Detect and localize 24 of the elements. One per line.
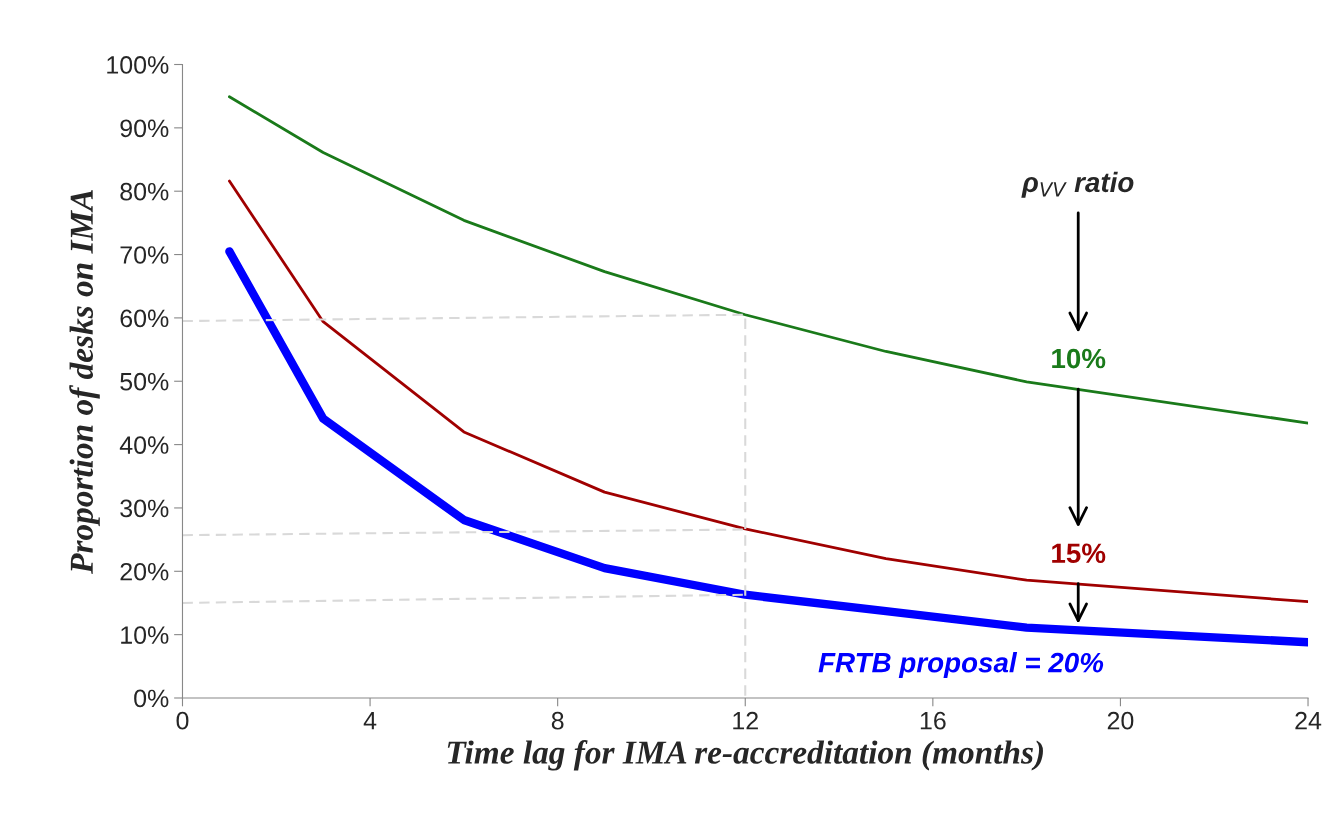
series-label: FRTB proposal = 20%: [818, 652, 1104, 678]
series-label: 15%: [1052, 543, 1106, 564]
y-tick-label: 90%: [120, 119, 169, 138]
x-tick-label: 20: [1107, 711, 1134, 730]
y-tick-label: 70%: [120, 246, 169, 264]
x-tick-label: 0: [176, 711, 189, 730]
x-tick-label: 8: [551, 711, 564, 730]
y-tick-label: 20%: [120, 562, 169, 581]
y-tick-label: 0%: [134, 689, 169, 708]
x-tick-label: 4: [363, 712, 377, 730]
x-axis-title: Time lag for IMA re-accreditation (months): [447, 740, 1043, 771]
x-tick-label: 12: [733, 711, 758, 730]
y-tick-label: 80%: [120, 182, 169, 201]
x-tick-label: 16: [920, 711, 946, 730]
y-axis-title: Proportion of desks on IMA: [69, 189, 100, 574]
x-tick-label: 24: [1295, 711, 1322, 730]
y-tick-label: 10%: [121, 626, 169, 644]
y-tick-label: 50%: [120, 372, 169, 391]
y-tick-label: 100%: [107, 56, 169, 74]
y-tick-label: 60%: [120, 309, 169, 328]
series-label: 10%: [1052, 348, 1106, 369]
y-tick-label: 40%: [119, 436, 169, 454]
y-tick-label: 30%: [120, 499, 169, 518]
legend-title: ρ$_{VV}$ ratio: [1021, 171, 1134, 198]
